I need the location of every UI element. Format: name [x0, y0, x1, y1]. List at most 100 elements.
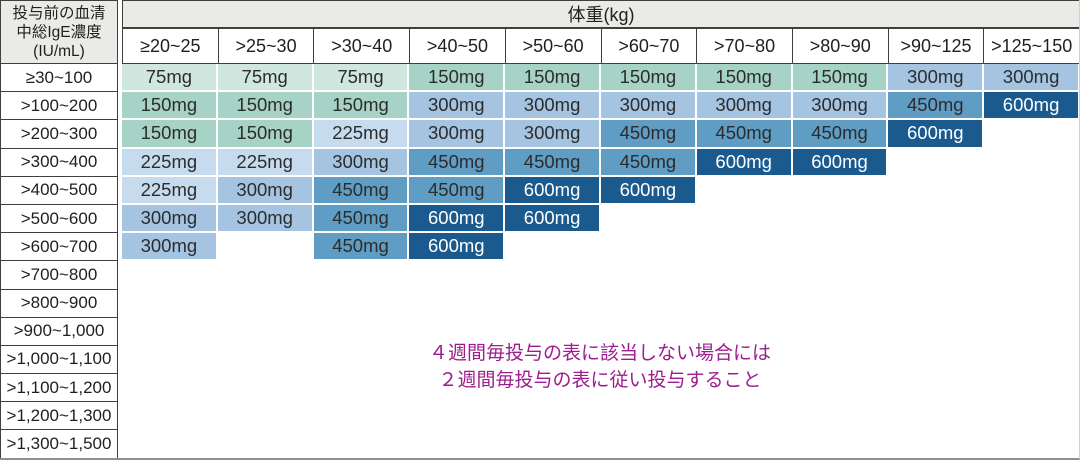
- dose-cell: 300mg: [122, 204, 218, 234]
- dose-grid: 75mg 75mg 75mg 150mg 150mg 150mg 150mg 150mg 300…: [122, 64, 1079, 458]
- dose-cell: 225mg: [217, 148, 314, 177]
- ige-range-label: >100~200: [0, 92, 118, 121]
- dose-cell: 600mg: [984, 92, 1079, 121]
- empty-cell: [984, 261, 1079, 290]
- empty-cell: [409, 345, 506, 375]
- weight-range-header: >125~150: [984, 28, 1079, 64]
- weight-range-header: >70~80: [697, 28, 793, 64]
- empty-cell: [696, 204, 793, 234]
- dose-cell: 225mg: [122, 176, 218, 205]
- empty-cell: [505, 374, 601, 403]
- ige-range-label: >1,000~1,100: [0, 345, 118, 375]
- empty-cell: [888, 176, 985, 205]
- empty-cell: [888, 430, 985, 458]
- empty-cell: [601, 430, 697, 458]
- empty-cell: [122, 261, 218, 290]
- ige-range-label: >300~400: [0, 148, 118, 177]
- empty-cell: [984, 120, 1079, 149]
- empty-cell: [888, 204, 985, 234]
- empty-cell: [601, 233, 697, 262]
- empty-cell: [217, 233, 314, 262]
- dose-cell: 600mg: [409, 204, 506, 234]
- note-line: ４週間毎投与の表に該当しない場合には: [428, 343, 771, 364]
- ige-range-label: >500~600: [0, 204, 118, 234]
- dose-cell: 150mg: [217, 120, 314, 149]
- empty-cell: [984, 233, 1079, 262]
- dose-cell: 300mg: [601, 92, 697, 121]
- empty-cell: [696, 345, 793, 375]
- empty-cell: [313, 317, 410, 346]
- empty-cell: [888, 402, 985, 431]
- empty-cell: [696, 430, 793, 458]
- ige-header-line: 中総IgE濃度: [16, 23, 102, 41]
- empty-cell: [888, 345, 985, 375]
- empty-cell: [122, 374, 218, 403]
- empty-cell: [888, 233, 985, 262]
- empty-cell: [984, 430, 1079, 458]
- empty-cell: [792, 317, 889, 346]
- ige-range-label: >800~900: [0, 289, 118, 318]
- note-text: ４週間毎投与の表に該当しない場合には ２週間毎投与の表に従い投与すること: [330, 340, 870, 394]
- ige-range-label: >400~500: [0, 176, 118, 205]
- empty-cell: [409, 317, 506, 346]
- dose-cell: 600mg: [792, 148, 889, 177]
- dose-cell: 75mg: [313, 64, 410, 93]
- empty-cell: [122, 345, 218, 375]
- dose-cell: 150mg: [696, 64, 793, 93]
- weight-column-headers: ≥20~25 >25~30 >30~40 >40~50 >50~60 >60~70 >70~…: [122, 28, 1079, 64]
- weight-range-header: >40~50: [410, 28, 506, 64]
- ige-range-label: >1,100~1,200: [0, 374, 118, 403]
- empty-cell: [505, 289, 601, 318]
- dose-cell: 450mg: [505, 148, 601, 177]
- empty-cell: [792, 204, 889, 234]
- ige-range-label: >700~800: [0, 261, 118, 290]
- empty-cell: [984, 289, 1079, 318]
- empty-cell: [409, 261, 506, 290]
- empty-cell: [601, 289, 697, 318]
- dose-cell: 300mg: [696, 92, 793, 121]
- ige-range-label: ≥30~100: [0, 64, 118, 93]
- empty-cell: [313, 345, 410, 375]
- dose-cell: 450mg: [601, 148, 697, 177]
- empty-cell: [696, 317, 793, 346]
- weight-range-header: >80~90: [792, 28, 889, 64]
- empty-cell: [792, 430, 889, 458]
- empty-cell: [505, 317, 601, 346]
- ige-range-label: >900~1,000: [0, 317, 118, 346]
- empty-cell: [217, 345, 314, 375]
- ige-range-label: >600~700: [0, 233, 118, 262]
- empty-cell: [696, 261, 793, 290]
- empty-cell: [601, 261, 697, 290]
- empty-cell: [122, 317, 218, 346]
- empty-cell: [217, 289, 314, 318]
- empty-cell: [505, 402, 601, 431]
- dose-cell: 450mg: [313, 176, 410, 205]
- dose-cell: 150mg: [601, 64, 697, 93]
- ige-range-label: >200~300: [0, 120, 118, 149]
- empty-cell: [601, 374, 697, 403]
- empty-cell: [313, 374, 410, 403]
- empty-cell: [984, 317, 1079, 346]
- empty-cell: [792, 289, 889, 318]
- dose-cell: 150mg: [409, 64, 506, 93]
- dose-cell: 150mg: [505, 64, 601, 93]
- weight-header-cell: 体重(kg): [122, 0, 1079, 28]
- dose-cell: 75mg: [122, 64, 218, 93]
- dose-cell: 600mg: [888, 120, 985, 149]
- dose-cell: 450mg: [313, 233, 410, 262]
- empty-cell: [122, 430, 218, 458]
- empty-cell: [505, 233, 601, 262]
- ige-range-label: >1,200~1,300: [0, 402, 118, 431]
- empty-cell: [984, 402, 1079, 431]
- dose-cell: 600mg: [505, 176, 601, 205]
- empty-cell: [984, 374, 1079, 403]
- empty-cell: [888, 317, 985, 346]
- dose-cell: 600mg: [505, 204, 601, 234]
- weight-range-header: ≥20~25: [122, 28, 219, 64]
- empty-cell: [217, 430, 314, 458]
- empty-cell: [217, 374, 314, 403]
- empty-cell: [409, 289, 506, 318]
- empty-cell: [217, 317, 314, 346]
- empty-cell: [505, 261, 601, 290]
- empty-cell: [409, 374, 506, 403]
